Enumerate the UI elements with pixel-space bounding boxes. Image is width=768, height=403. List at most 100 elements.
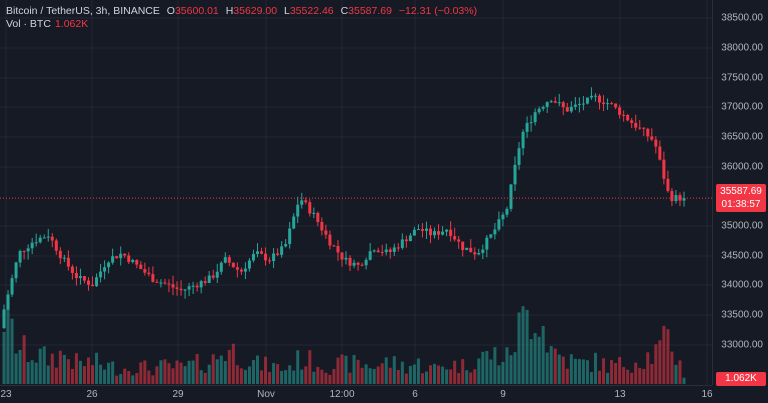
candle-body bbox=[473, 252, 477, 255]
time-axis[interactable]: 23 26 29 Nov 12:00 6 9 13 16 bbox=[0, 385, 713, 403]
symbol-title[interactable]: Bitcoin / TetherUS, 3h, BINANCE bbox=[6, 5, 160, 17]
last-price: 35587.69 bbox=[720, 186, 762, 197]
candle-body bbox=[247, 260, 251, 269]
volume-bar bbox=[58, 350, 62, 384]
volume-bar bbox=[481, 351, 485, 384]
volume-bar bbox=[332, 368, 336, 384]
price-axis-label: 33500.00 bbox=[721, 309, 763, 321]
volume-bar bbox=[437, 365, 441, 384]
candle-body bbox=[300, 200, 304, 205]
candle-body bbox=[308, 202, 312, 214]
bar-countdown: 01:38:57 bbox=[721, 199, 761, 210]
candle-body bbox=[223, 257, 227, 263]
volume-bar bbox=[678, 360, 682, 384]
volume-bar bbox=[610, 360, 614, 384]
candle-body bbox=[219, 262, 223, 272]
candle-body bbox=[557, 102, 561, 104]
candle-body bbox=[654, 139, 658, 147]
volume-bar bbox=[396, 370, 400, 384]
open-key: O bbox=[166, 5, 175, 17]
chart-canvas[interactable] bbox=[0, 0, 712, 385]
volume-bar bbox=[585, 360, 589, 384]
volume-bar bbox=[62, 354, 66, 384]
candle-body bbox=[135, 260, 139, 265]
volume-bar bbox=[119, 374, 123, 384]
time-axis-label: 23 bbox=[0, 389, 12, 400]
volume-bar bbox=[650, 364, 654, 384]
volume-bar bbox=[493, 347, 497, 384]
candle-body bbox=[477, 252, 481, 255]
volume-bar bbox=[151, 375, 155, 384]
candle-body bbox=[70, 266, 74, 274]
price-axis[interactable]: 38500.00 38000.00 37500.00 37000.00 36500.00… bbox=[712, 0, 768, 385]
candle-body bbox=[396, 247, 400, 249]
price-axis-label: 38500.00 bbox=[721, 12, 763, 24]
candle-body bbox=[227, 257, 231, 263]
candle-body bbox=[481, 249, 485, 253]
candle-body bbox=[131, 260, 135, 263]
volume-bar bbox=[199, 370, 203, 384]
volume-bar bbox=[368, 368, 372, 384]
candle-body bbox=[364, 259, 368, 266]
candle-body bbox=[497, 219, 501, 230]
candle-body bbox=[99, 271, 103, 278]
candle-body bbox=[66, 257, 70, 267]
candle-body bbox=[400, 239, 404, 248]
volume-bar bbox=[107, 362, 111, 384]
volume-bar bbox=[195, 353, 199, 384]
candle-body bbox=[622, 114, 626, 116]
volume-bar bbox=[646, 352, 650, 384]
candle-body bbox=[614, 103, 618, 108]
volume-bar bbox=[360, 367, 364, 384]
candle-body bbox=[666, 178, 670, 192]
volume-bar bbox=[284, 370, 288, 384]
candle-body bbox=[573, 104, 577, 107]
volume-bar bbox=[340, 354, 344, 384]
candle-body bbox=[658, 146, 662, 160]
candle-body bbox=[115, 256, 119, 259]
volume-bar bbox=[296, 350, 300, 384]
volume-legend[interactable]: Vol · BTC 1.062K bbox=[6, 18, 88, 30]
volume-bar bbox=[666, 329, 670, 384]
volume-bar bbox=[223, 361, 227, 384]
candle-body bbox=[569, 106, 573, 112]
candle-body bbox=[147, 272, 151, 275]
volume-bar bbox=[74, 353, 78, 384]
time-axis-label: 26 bbox=[86, 389, 98, 400]
volume-bar bbox=[312, 371, 316, 384]
volume-bar bbox=[308, 350, 312, 384]
volume-bar bbox=[654, 344, 658, 384]
volume-bar bbox=[304, 366, 308, 384]
volume-bar bbox=[292, 370, 296, 384]
volume-bar bbox=[235, 365, 239, 384]
volume-bar bbox=[630, 372, 634, 384]
volume-bar bbox=[247, 366, 251, 384]
candle-body bbox=[296, 204, 300, 217]
volume-bar bbox=[593, 352, 597, 384]
candle-body bbox=[465, 247, 469, 251]
volume-bar bbox=[581, 359, 585, 384]
change-value: −12.31 (−0.03%) bbox=[398, 5, 478, 17]
time-axis-label: 12:00 bbox=[329, 389, 355, 400]
candle-body bbox=[183, 289, 187, 291]
candle-body bbox=[678, 194, 682, 201]
volume-bar bbox=[324, 372, 328, 384]
candle-body bbox=[638, 127, 642, 129]
volume-bar bbox=[509, 355, 513, 384]
volume-bar bbox=[614, 363, 618, 384]
candle-body bbox=[280, 246, 284, 255]
candle-body bbox=[14, 262, 18, 279]
candle-body bbox=[243, 268, 247, 272]
volume-bar bbox=[320, 369, 324, 384]
volume-bar bbox=[280, 370, 284, 384]
candle-body bbox=[360, 264, 364, 266]
volume-bar bbox=[429, 365, 433, 384]
candle-body bbox=[380, 251, 384, 253]
candle-body bbox=[352, 262, 356, 266]
volume-bar bbox=[561, 356, 565, 384]
volume-bar bbox=[26, 362, 30, 384]
volume-bar bbox=[171, 368, 175, 384]
candle-body bbox=[618, 107, 622, 115]
price-axis-label: 37000.00 bbox=[721, 101, 763, 113]
